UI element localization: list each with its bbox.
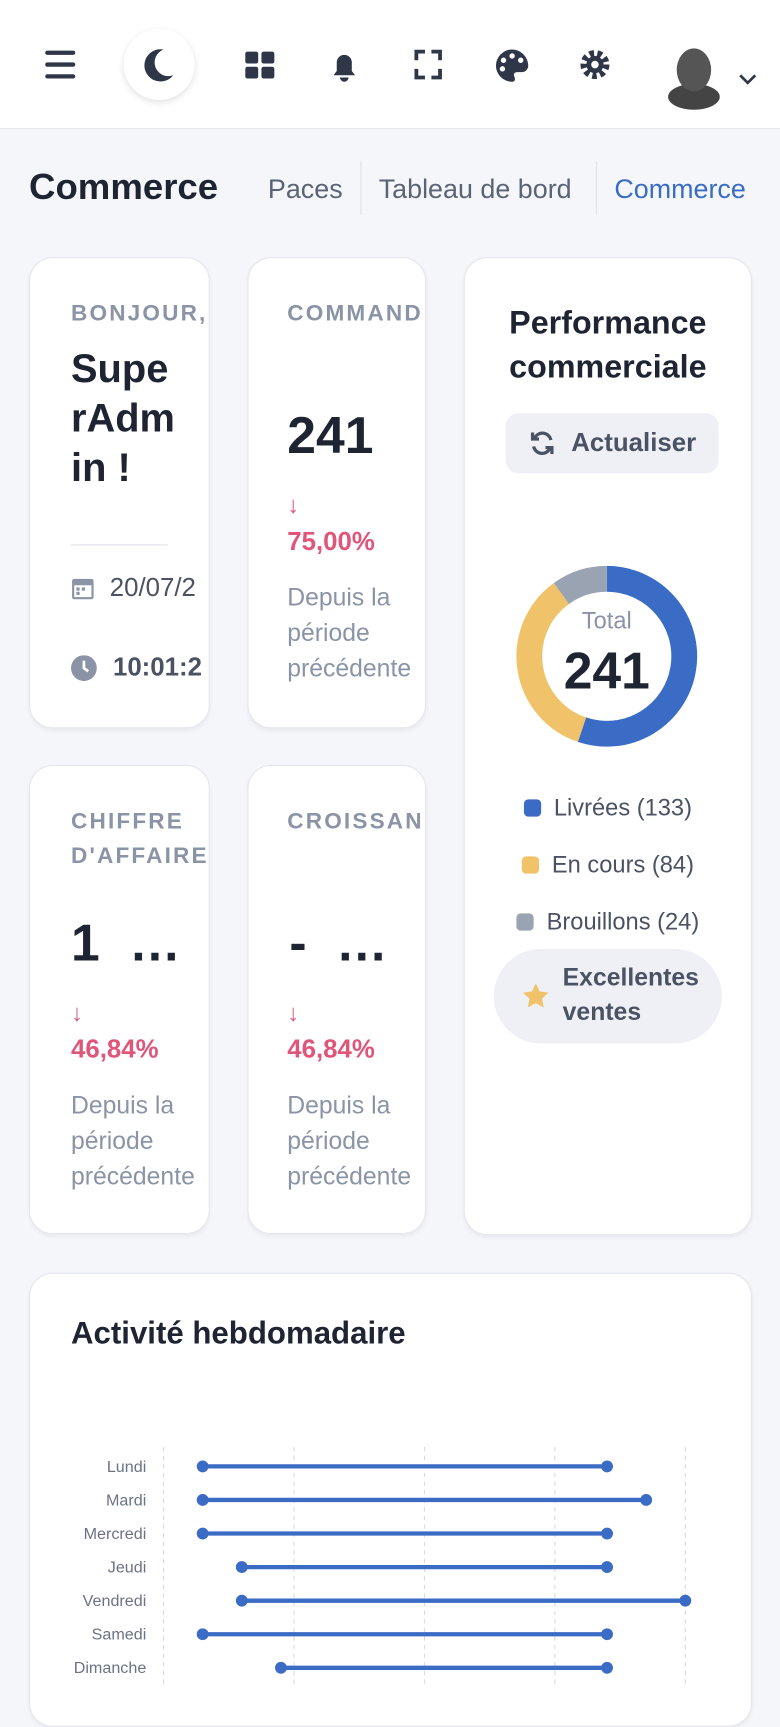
- start-dot: [196, 1460, 209, 1473]
- y-tick-label: Vendredi: [83, 1592, 147, 1610]
- card-title: Performance commerciale: [509, 305, 707, 386]
- palette-dots: [499, 53, 524, 72]
- y-tick-label: Mardi: [106, 1491, 146, 1509]
- chevron[interactable]: [739, 74, 757, 85]
- legend-swatch: [516, 912, 534, 931]
- center-label: Total: [582, 608, 632, 634]
- breadcrumb-item[interactable]: Tableau de bord: [378, 174, 572, 205]
- button-label: Actualiser: [571, 428, 697, 458]
- palette-icon[interactable]: [495, 49, 529, 82]
- start-dot: [196, 1494, 209, 1506]
- y-tick-label: Samedi: [92, 1626, 147, 1644]
- time: 10:01:2: [112, 653, 202, 683]
- separator: [596, 161, 598, 216]
- moon-icon: [144, 49, 174, 82]
- card-note: Depuis la période précédente: [287, 1090, 412, 1190]
- separator: [360, 161, 362, 216]
- y-tick-label: Dimanche: [74, 1659, 147, 1677]
- card-change: 75,00%: [287, 527, 375, 557]
- bell-icon[interactable]: [333, 54, 356, 82]
- date: 20/07/2: [109, 573, 196, 603]
- legend-label: Brouillons (24): [546, 907, 700, 935]
- end-dot: [679, 1594, 692, 1607]
- avatar[interactable]: [668, 48, 720, 110]
- card-label: COMMAND: [287, 301, 423, 326]
- end-dot: [601, 1628, 613, 1641]
- down-arrow: ↓: [287, 491, 300, 519]
- end-dot: [601, 1527, 613, 1540]
- start-dot: [196, 1628, 209, 1641]
- donut-segment: [577, 565, 698, 747]
- fullscreen-icon[interactable]: [414, 49, 442, 80]
- card-label: CROISSAN: [287, 809, 424, 834]
- y-tick-label: Lundi: [107, 1458, 146, 1476]
- legend: Livrées (133) En cours (84) Brouillons (24…: [465, 779, 751, 950]
- calendar-icon: [72, 578, 94, 600]
- legend-item[interactable]: Livrées (133): [465, 779, 751, 836]
- end-dot: [640, 1494, 653, 1506]
- end-dot: [601, 1561, 613, 1574]
- down-arrow: ↓: [287, 999, 300, 1027]
- breadcrumb-item[interactable]: Paces: [267, 174, 343, 205]
- donut-segment: [553, 565, 608, 605]
- legend-swatch: [521, 855, 539, 874]
- greeting-card: BONJOUR, SuperAdmin ! 20/07/2 10:01:2: [29, 257, 210, 729]
- refresh-button[interactable]: [505, 413, 719, 474]
- card-label: BONJOUR,: [71, 301, 208, 326]
- start-dot: [196, 1527, 209, 1540]
- growth-card: CROISSAN - … ↓ 46,84% Depuis la période …: [247, 764, 427, 1235]
- start-dot: [235, 1561, 248, 1574]
- card-note: Depuis la période précédente: [71, 1090, 195, 1190]
- card-value: 1 …: [71, 915, 181, 973]
- divider: [71, 544, 168, 546]
- y-tick-label: Mercredi: [84, 1525, 147, 1543]
- card-change: 46,84%: [287, 1034, 375, 1065]
- menu-icon[interactable]: [45, 50, 76, 79]
- badge-text: Excellentes ventes: [562, 962, 699, 1026]
- orders-card: COMMAND 241 ↓ 75,00% Depuis la période p…: [247, 257, 427, 729]
- apps-icon[interactable]: [245, 51, 275, 79]
- donut-segment: [516, 583, 587, 742]
- gear-icon[interactable]: [580, 50, 610, 80]
- card-value: - …: [289, 915, 388, 973]
- theme-toggle[interactable]: [123, 29, 195, 101]
- start-dot: [275, 1661, 287, 1674]
- legend-item[interactable]: En cours (84): [465, 836, 751, 893]
- user-name: SuperAdmin !: [71, 346, 175, 490]
- start-dot: [235, 1594, 248, 1607]
- y-tick-label: Jeudi: [108, 1558, 147, 1576]
- charts: Total 241 Lundi Mardi Mercredi Jeudi Vendredi S…: [74, 565, 698, 1687]
- down-arrow: ↓: [71, 999, 83, 1027]
- clock-icon: [71, 655, 97, 682]
- legend-item[interactable]: Brouillons (24): [465, 893, 751, 950]
- breadcrumb-current: Commerce: [614, 174, 746, 205]
- top-bar: [0, 0, 780, 130]
- legend-label: En cours (84): [551, 850, 694, 878]
- card-note: Depuis la période précédente: [287, 583, 412, 683]
- refresh-icon: [530, 431, 554, 455]
- center-value: 241: [564, 642, 650, 700]
- legend-label: Livrées (133): [553, 793, 692, 821]
- toolbar-icons: [45, 29, 757, 110]
- star-icon: [523, 983, 549, 1008]
- card-title: Activité hebdomadaire: [71, 1316, 406, 1352]
- end-dot: [601, 1661, 613, 1674]
- legend-swatch: [523, 798, 541, 817]
- revenue-card: CHIFFRE D'AFFAIRE 1 … ↓ 46,84% Depuis la…: [29, 764, 210, 1235]
- card-value: 241: [287, 407, 374, 465]
- page-title: Commerce: [29, 166, 219, 208]
- card-change: 46,84%: [71, 1034, 159, 1065]
- end-dot: [601, 1460, 613, 1473]
- card-label: CHIFFRE D'AFFAIRE: [71, 809, 209, 869]
